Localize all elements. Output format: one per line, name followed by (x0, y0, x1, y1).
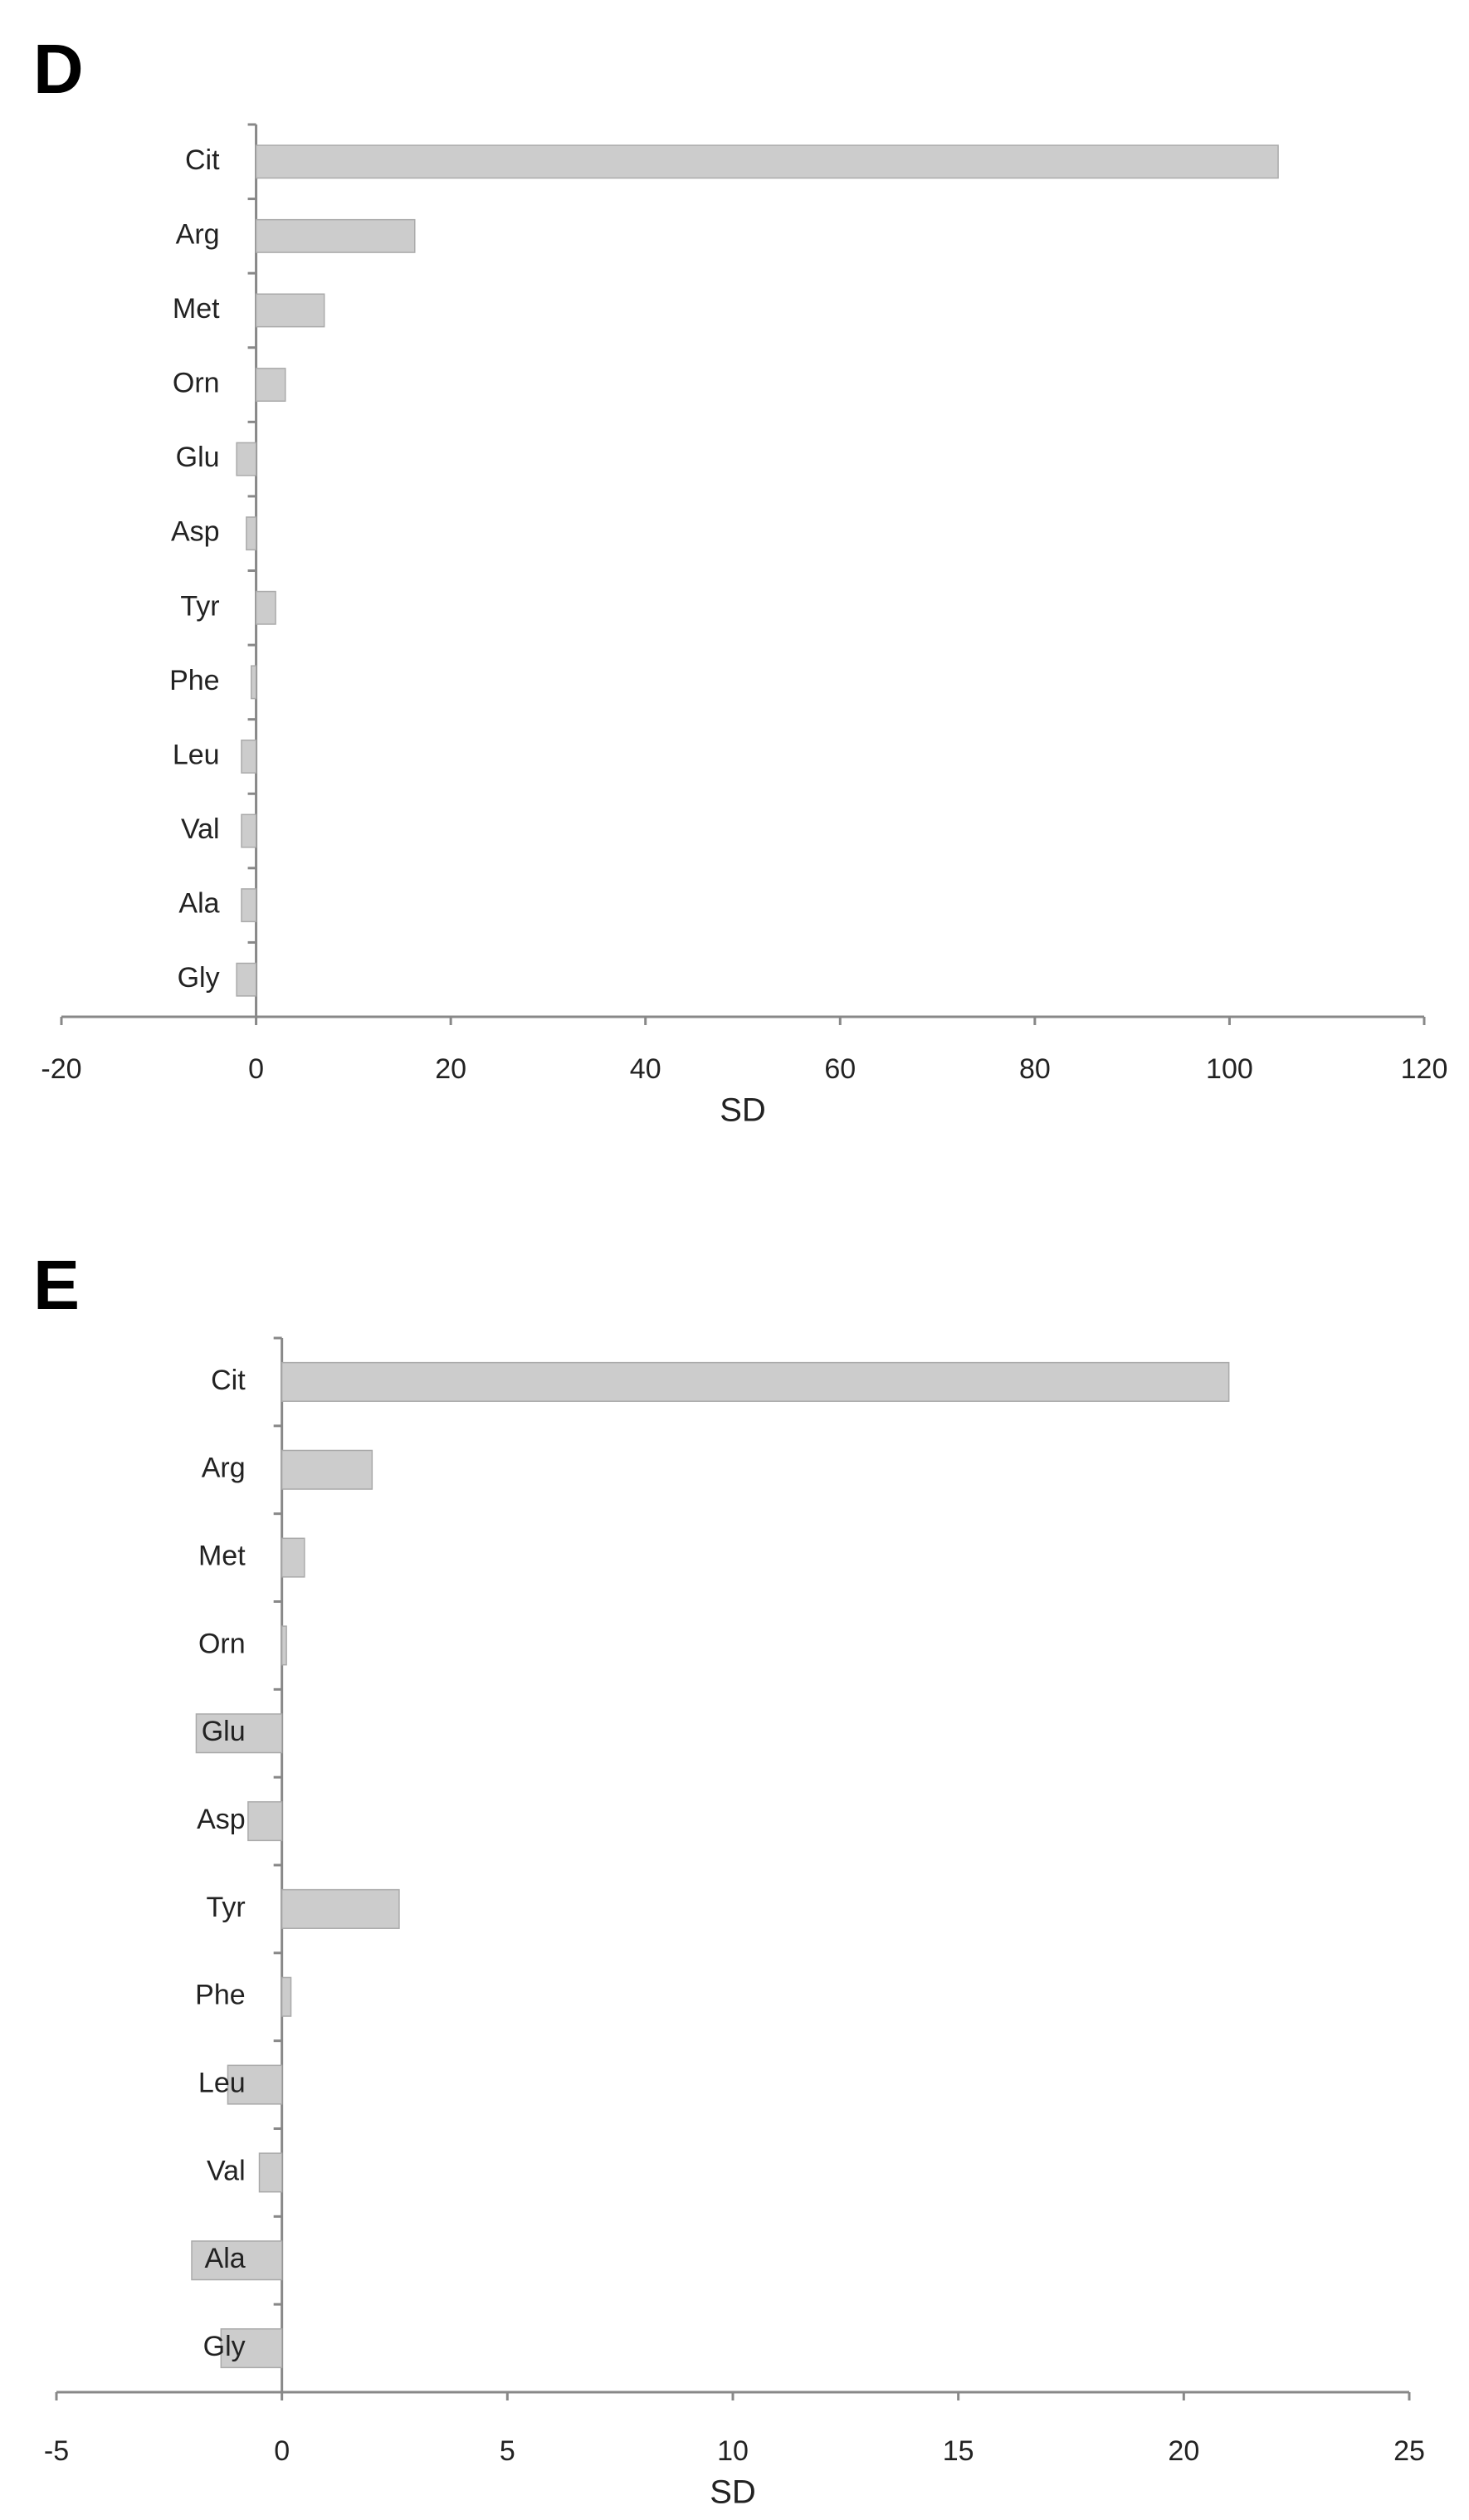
bar (241, 888, 257, 923)
bar (220, 2328, 283, 2369)
y-tick-label: Gly (203, 2331, 246, 2362)
bar (255, 368, 286, 403)
y-tick-label: Asp (197, 1804, 246, 1835)
x-tick-label: 60 (824, 1053, 856, 1085)
y-tick-label: Cit (211, 1365, 246, 1396)
panel-label: E (33, 1246, 80, 1324)
x-tick-label: -5 (44, 2435, 69, 2467)
x-axis-label: SD (720, 1092, 766, 1129)
y-tick-label: Ala (205, 2243, 246, 2274)
x-tick-label: 20 (1168, 2435, 1199, 2467)
y-tick-label: Gly (178, 962, 220, 994)
y-tick-label: Val (207, 2155, 246, 2186)
bar (255, 144, 1279, 179)
x-axis-label: SD (710, 2474, 756, 2511)
x-tick-label: 100 (1206, 1053, 1253, 1085)
x-tick-label: 80 (1019, 1053, 1051, 1085)
y-tick-label: Leu (198, 2068, 246, 2099)
bar (281, 1361, 1230, 1402)
y-tick-label: Phe (195, 1980, 246, 2011)
y-tick-label: Cit (185, 144, 220, 176)
x-tick-label: 15 (943, 2435, 974, 2467)
x-tick-label: 120 (1401, 1053, 1448, 1085)
x-tick-label: 5 (500, 2435, 515, 2467)
bar (255, 293, 325, 328)
x-tick-label: 40 (630, 1053, 661, 1085)
y-tick-label: Ala (178, 888, 219, 920)
bar (281, 1976, 292, 2017)
panel-label: D (33, 30, 84, 108)
y-tick-label: Phe (169, 665, 220, 696)
y-tick-label: Asp (171, 516, 220, 548)
bar (241, 740, 257, 774)
y-tick-label: Arg (202, 1453, 246, 1484)
y-tick-label: Leu (173, 739, 220, 770)
bar (258, 2152, 283, 2193)
bar (195, 1713, 283, 1754)
bar (281, 1888, 400, 1929)
y-tick-label: Tyr (180, 590, 219, 622)
bar (247, 1801, 283, 1842)
y-tick-label: Arg (176, 218, 220, 250)
x-tick-label: 25 (1393, 2435, 1425, 2467)
y-tick-label: Orn (173, 368, 220, 399)
y-tick-label: Orn (198, 1628, 246, 1659)
y-tick-label: Met (198, 1541, 246, 1572)
bar (281, 1449, 373, 1490)
bar (250, 665, 257, 700)
y-tick-label: Tyr (206, 1892, 245, 1923)
y-tick-label: Val (181, 813, 220, 845)
bar (241, 813, 257, 848)
y-tick-label: Met (173, 293, 220, 325)
x-tick-label: 0 (248, 1053, 264, 1085)
bar (255, 590, 276, 625)
bar (227, 2064, 283, 2105)
bar (281, 1537, 305, 1578)
bar (236, 442, 257, 476)
y-tick-label: Glu (202, 1716, 246, 1747)
y-tick-label: Glu (176, 442, 220, 473)
x-tick-label: -20 (41, 1053, 81, 1085)
x-tick-label: 10 (717, 2435, 749, 2467)
bar (246, 516, 257, 551)
bar (281, 1625, 287, 1666)
x-tick-label: 20 (435, 1053, 466, 1085)
bar (255, 218, 416, 253)
bar (236, 962, 257, 997)
bar (191, 2240, 283, 2281)
x-tick-label: 0 (274, 2435, 290, 2467)
